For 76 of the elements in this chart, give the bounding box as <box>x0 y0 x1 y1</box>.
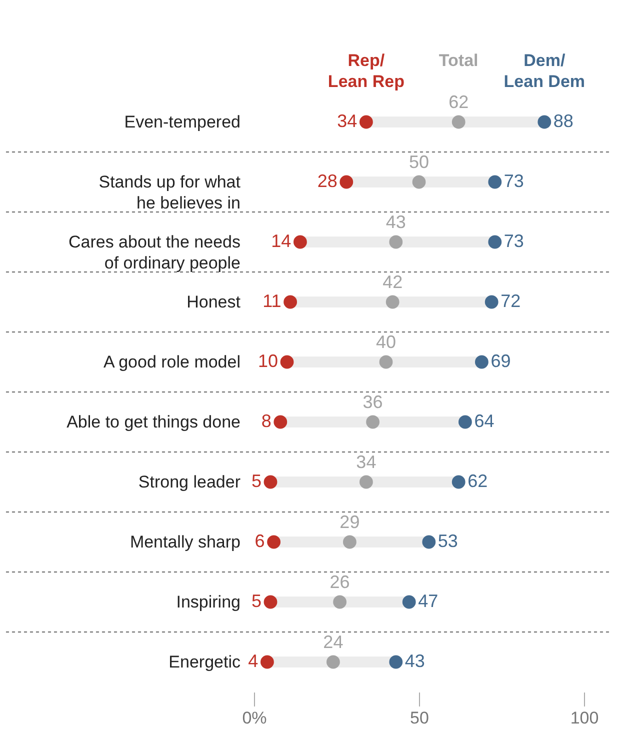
text: Total <box>438 51 478 70</box>
point <box>326 655 340 669</box>
x-tick-label: 100 <box>570 708 599 728</box>
data-label: 50 <box>408 152 430 172</box>
y-tick-label: Mentally sharp <box>130 532 240 552</box>
point <box>386 295 400 309</box>
point <box>274 415 288 429</box>
y-tick-label: Energetic <box>168 652 241 672</box>
x-tick-label: 0% <box>242 708 267 728</box>
data-label: 36 <box>362 392 383 412</box>
data-label: 5 <box>251 591 262 611</box>
y-tick-label: Stands up for what he believes in <box>98 172 241 212</box>
point <box>452 115 466 129</box>
point <box>389 655 403 669</box>
point <box>422 535 436 549</box>
point <box>379 355 393 369</box>
point <box>340 175 354 189</box>
data-label: 42 <box>382 272 403 292</box>
y-tick-label: Cares about the needs of ordinary people <box>68 232 240 272</box>
data-label: 6 <box>254 531 265 551</box>
data-label: 73 <box>504 231 524 251</box>
data-label: 64 <box>474 411 494 431</box>
y-tick-label: Inspiring <box>176 592 240 612</box>
x-tick-label: 50 <box>410 708 429 728</box>
data-label: 53 <box>438 531 458 551</box>
point <box>402 595 416 609</box>
data-label: 43 <box>386 212 406 232</box>
data-label: 73 <box>504 171 524 191</box>
data-label: 4 <box>248 651 258 671</box>
point <box>366 415 380 429</box>
y-tick-label: A good role model <box>103 352 240 372</box>
y-tick-label: Even-tempered <box>124 112 240 132</box>
point <box>484 295 498 309</box>
point <box>474 355 488 369</box>
data-label: 24 <box>323 632 344 652</box>
point <box>488 235 502 249</box>
data-label: 34 <box>337 111 358 131</box>
point <box>412 175 426 189</box>
point <box>488 175 502 189</box>
data-label: 14 <box>271 231 292 251</box>
point <box>359 475 373 489</box>
text: Rep/ Lean Rep <box>328 51 404 91</box>
data-label: 10 <box>258 351 278 371</box>
data-label: 28 <box>317 171 338 191</box>
data-label: 5 <box>251 471 262 491</box>
point <box>359 115 373 129</box>
point <box>389 235 403 249</box>
y-tick-label: Honest <box>186 292 241 312</box>
point <box>260 655 274 669</box>
data-label: 34 <box>356 452 376 472</box>
point <box>452 475 466 489</box>
point <box>333 595 347 609</box>
data-label: 72 <box>500 291 521 311</box>
point <box>342 535 356 549</box>
text: Dem/ Lean Dem <box>504 51 586 91</box>
point <box>293 235 307 249</box>
y-tick-label: Able to get things done <box>66 412 240 432</box>
point <box>267 535 281 549</box>
data-label: 62 <box>468 471 488 491</box>
data-label: 62 <box>448 92 469 112</box>
data-label: 43 <box>404 651 425 671</box>
data-label: 40 <box>376 332 396 352</box>
point <box>280 355 294 369</box>
point <box>264 475 278 489</box>
y-tick-label: Strong leader <box>138 472 241 492</box>
point <box>264 595 278 609</box>
point <box>458 415 472 429</box>
data-label: 11 <box>262 291 282 311</box>
data-label: 26 <box>330 572 350 592</box>
data-label: 69 <box>490 351 511 371</box>
point <box>284 295 298 309</box>
data-label: 8 <box>261 411 272 431</box>
data-label: 47 <box>418 591 438 611</box>
data-label: 29 <box>340 512 360 532</box>
point <box>538 115 552 129</box>
data-label: 88 <box>553 111 574 131</box>
